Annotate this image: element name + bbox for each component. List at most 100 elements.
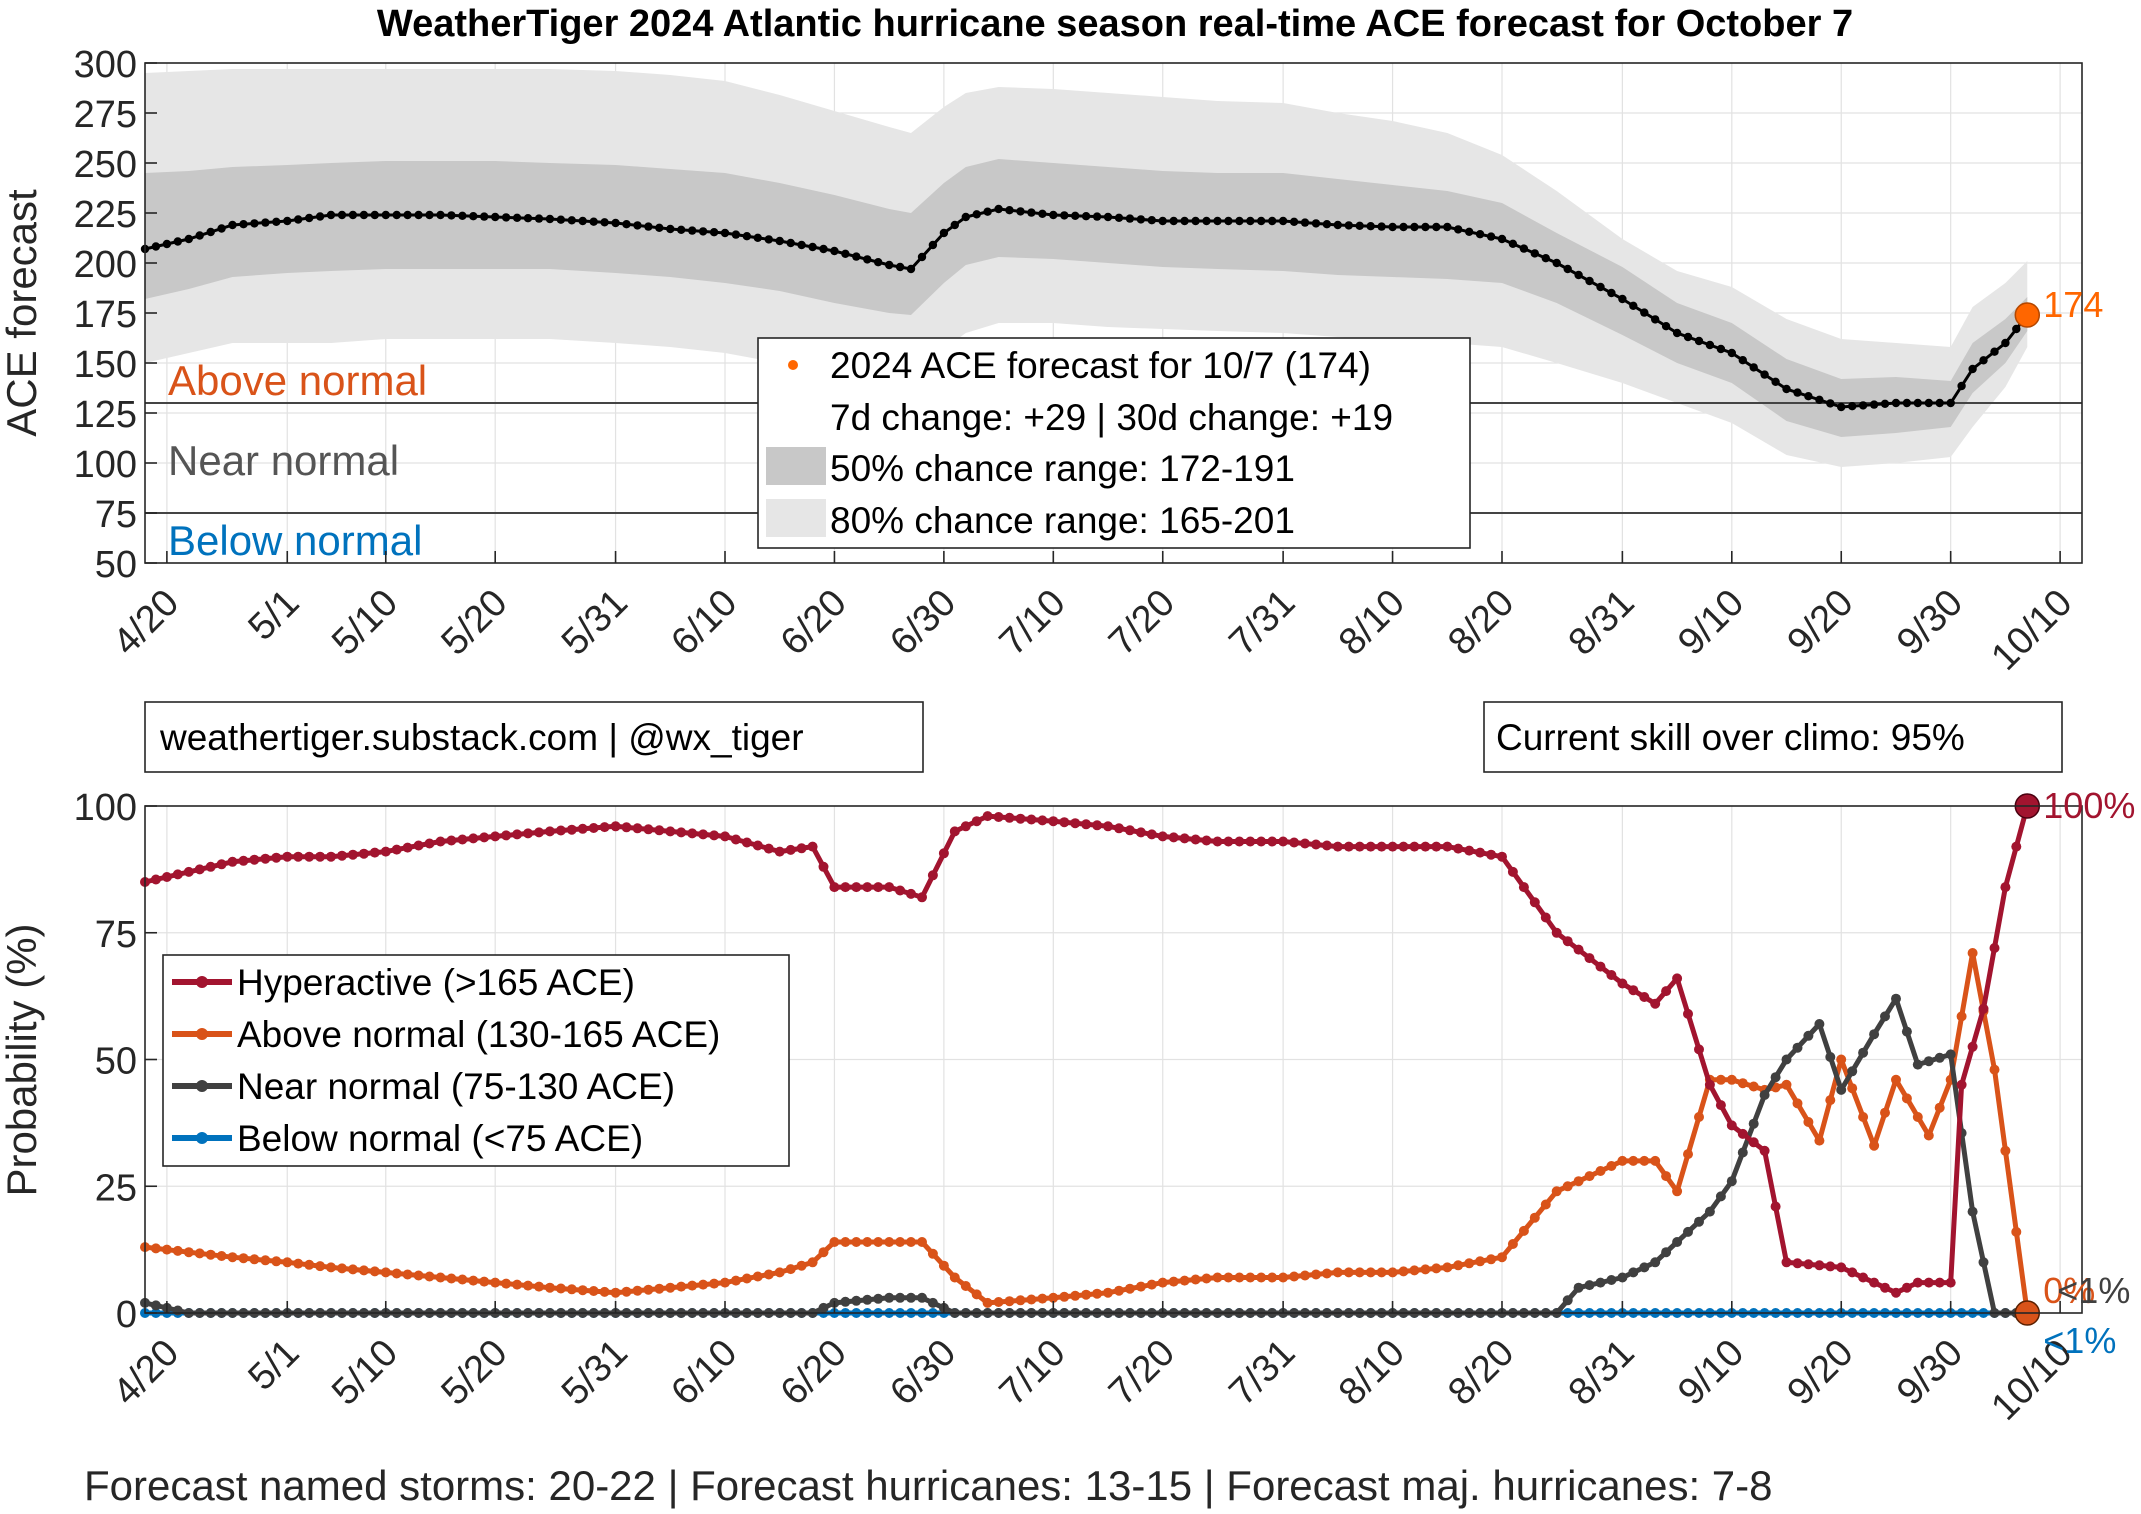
ace-forecast-point (644, 222, 653, 231)
probability-point (1737, 1128, 1748, 1139)
probability-point (1114, 823, 1124, 834)
ace-forecast-point (1355, 221, 1364, 230)
probability-point (1836, 1054, 1847, 1065)
probability-point (1595, 1166, 1606, 1176)
y-tick-label: 125 (74, 394, 137, 436)
legend-marker (196, 976, 208, 988)
probability-point (1037, 815, 1048, 826)
probability-point (1529, 897, 1540, 908)
probability-point (1858, 1047, 1869, 1058)
probability-point (1332, 841, 1343, 852)
probability-point (1595, 961, 1606, 972)
probability-point (632, 1285, 643, 1296)
probability-point (282, 851, 293, 862)
probability-point (1551, 1186, 1562, 1197)
probability-point (172, 1245, 183, 1256)
ace-forecast-point (173, 237, 182, 246)
ace-forecast-point (1235, 216, 1244, 226)
y-tick-label: 225 (74, 194, 137, 236)
ace-forecast-point (1640, 308, 1649, 317)
ace-forecast-point (1716, 344, 1726, 354)
probability-point (249, 854, 260, 865)
ace-forecast-point (1465, 227, 1474, 236)
probability-point (1124, 1283, 1135, 1294)
ace-forecast-point (305, 213, 314, 223)
ace-forecast-point (1136, 215, 1146, 224)
probability-point (927, 1248, 938, 1259)
ace-forecast-point (1815, 395, 1824, 404)
ace-forecast-point (1607, 288, 1616, 298)
top-legend-box (757, 337, 1471, 549)
probability-point (1934, 1052, 1945, 1063)
ace-forecast-point (611, 218, 620, 228)
ace-forecast-point (841, 249, 850, 258)
ace-forecast-point (578, 216, 587, 226)
ace-forecast-point (261, 218, 270, 227)
probability-point (1354, 841, 1365, 852)
probability-point (862, 1237, 873, 1247)
y-tick-label: 250 (74, 144, 137, 186)
probability-point (698, 1279, 709, 1290)
probability-point (1551, 927, 1562, 938)
probability-point (1507, 866, 1518, 877)
info-box-right-text: Current skill over climo: 95% (1496, 717, 1965, 758)
probability-point (293, 851, 304, 862)
info-box-right: Current skill over climo: 95% (1483, 701, 2063, 773)
legend-entry: Hyperactive (>165 ACE) (237, 962, 635, 1003)
probability-point (1978, 1003, 1989, 1014)
x-tick-label: 7/10 (992, 582, 1074, 664)
legend-marker (196, 1132, 208, 1144)
probability-point (730, 834, 741, 845)
probability-point (402, 842, 413, 853)
probability-point (380, 846, 391, 857)
ace-forecast-point (589, 217, 598, 226)
probability-point (1431, 1263, 1442, 1274)
probability-point (1869, 1140, 1880, 1151)
probability-point (523, 1280, 533, 1291)
ace-forecast-point (1891, 398, 1901, 408)
probability-point (150, 874, 161, 885)
probability-point (588, 823, 599, 833)
probability-point (720, 1277, 730, 1288)
probability-point (1332, 1267, 1343, 1278)
ace-forecast-point (326, 210, 336, 220)
ace-forecast-point (1913, 398, 1923, 408)
probability-point (1737, 1147, 1748, 1158)
probability-point (271, 852, 282, 863)
x-tick-label: 9/10 (1670, 1332, 1752, 1414)
ace-forecast-point (425, 210, 434, 220)
probability-point (763, 1269, 774, 1280)
x-tick-label: 9/30 (1889, 1332, 1971, 1414)
ace-forecast-point (1694, 336, 1704, 346)
top-chart-y-label: ACE forecast (0, 189, 45, 437)
probability-point (1726, 1176, 1737, 1187)
probability-point (337, 850, 347, 861)
legend-marker (196, 1028, 208, 1040)
probability-point (884, 1292, 895, 1303)
probability-point (1267, 1272, 1278, 1283)
probability-point (1672, 1186, 1683, 1197)
ace-forecast-point (1421, 222, 1430, 232)
probability-point (873, 882, 884, 893)
probability-point (1540, 912, 1551, 923)
probability-point (1376, 1267, 1387, 1278)
ace-forecast-point (567, 216, 576, 225)
probability-point (391, 844, 402, 855)
probability-point (1201, 835, 1212, 846)
probability-point (741, 1273, 752, 1284)
ace-forecast-point (534, 214, 544, 223)
probability-point (1190, 834, 1201, 845)
probability-point (1869, 1277, 1880, 1288)
ace-forecast-point (1990, 347, 1999, 356)
probability-point (1409, 1265, 1420, 1276)
probability-point (949, 826, 960, 837)
ace-forecast-point (1443, 222, 1452, 232)
probability-point (1628, 1155, 1639, 1166)
probability-point (1912, 1277, 1923, 1288)
probability-point (282, 1257, 293, 1268)
probability-point (1223, 1272, 1234, 1283)
probability-point (1672, 1237, 1683, 1247)
probability-point (183, 1247, 194, 1258)
ace-forecast-point (184, 234, 193, 244)
